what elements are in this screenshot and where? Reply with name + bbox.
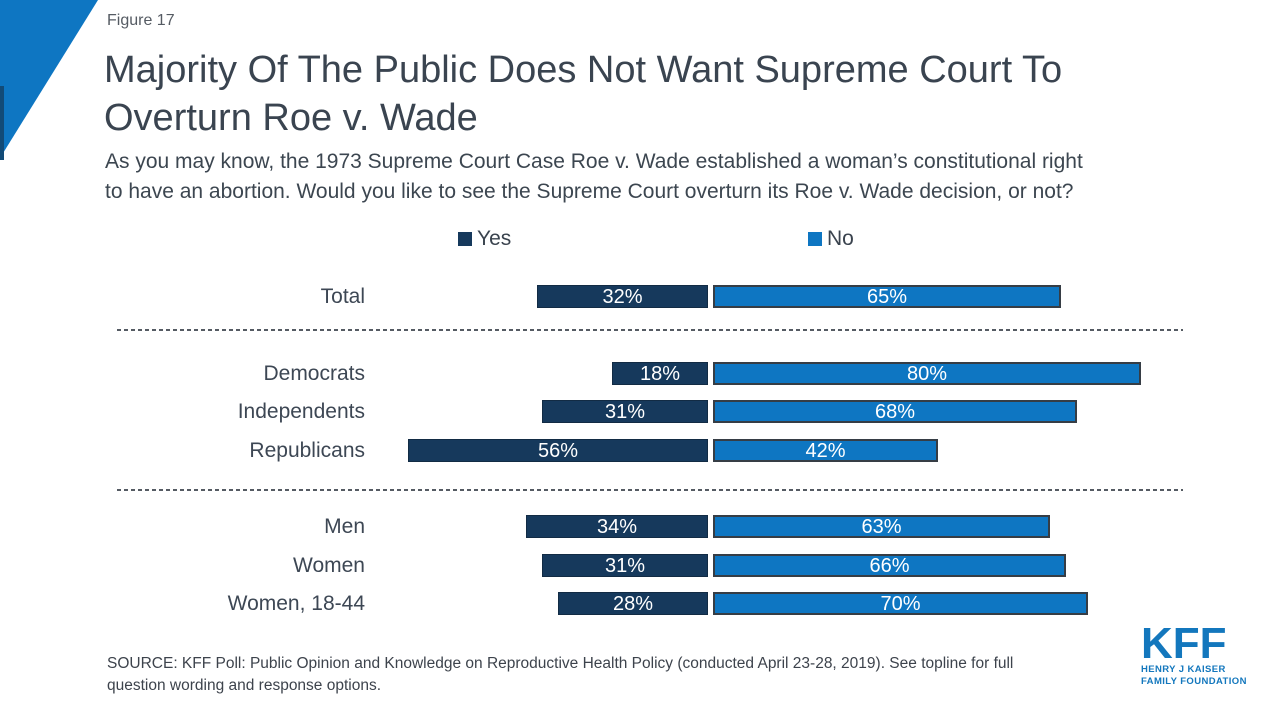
category-label: Men bbox=[324, 515, 365, 538]
yes-bar-value: 31% bbox=[604, 554, 646, 577]
page-title-line1: Majority Of The Public Does Not Want Sup… bbox=[104, 49, 1063, 91]
kff-logo-acronym: KFF bbox=[1141, 619, 1227, 668]
chart-subtitle-line1: As you may know, the 1973 Supreme Court … bbox=[105, 150, 1083, 173]
kff-logo-name-line2: FAMILY FOUNDATION bbox=[1141, 676, 1247, 687]
yes-zone: 56% bbox=[365, 439, 708, 462]
chart-row: Republicans 56% 42% bbox=[100, 439, 1190, 462]
chart-row: Total 32% 65% bbox=[100, 285, 1190, 308]
no-bar: 63% bbox=[713, 515, 1050, 538]
yes-bar: 34% bbox=[526, 515, 708, 538]
yes-zone: 32% bbox=[365, 285, 708, 308]
kff-corner-triangle bbox=[0, 0, 98, 158]
legend-yes-swatch-icon bbox=[458, 232, 472, 246]
no-bar-value: 66% bbox=[869, 554, 910, 577]
category-label: Women, 18-44 bbox=[227, 592, 365, 615]
no-bar: 80% bbox=[713, 362, 1141, 385]
source-note-line1: SOURCE: KFF Poll: Public Opinion and Kno… bbox=[107, 655, 1014, 672]
no-bar-value: 42% bbox=[805, 439, 846, 462]
category-label: Democrats bbox=[263, 362, 365, 385]
legend-yes-label: Yes bbox=[477, 227, 512, 250]
no-zone: 65% bbox=[708, 285, 1190, 308]
yes-bar: 32% bbox=[537, 285, 708, 308]
yes-bar-value: 34% bbox=[596, 515, 638, 538]
yes-bar: 31% bbox=[542, 554, 708, 577]
chart-row: Democrats 18% 80% bbox=[100, 362, 1190, 385]
yes-bar: 28% bbox=[558, 592, 708, 615]
category-label: Republicans bbox=[249, 439, 365, 462]
no-bar-value: 68% bbox=[874, 400, 916, 423]
page-title-line2: Overturn Roe v. Wade bbox=[104, 97, 478, 139]
kff-logo-name-line1: HENRY J KAISER bbox=[1141, 664, 1226, 675]
yes-bar-value: 28% bbox=[612, 592, 654, 615]
no-zone: 80% bbox=[708, 362, 1190, 385]
no-bar: 70% bbox=[713, 592, 1088, 615]
legend-no-swatch-icon bbox=[808, 232, 822, 246]
yes-zone: 18% bbox=[365, 362, 708, 385]
no-bar: 68% bbox=[713, 400, 1077, 423]
yes-bar: 31% bbox=[542, 400, 708, 423]
no-bar-value: 70% bbox=[880, 592, 921, 615]
source-note: SOURCE: KFF Poll: Public Opinion and Kno… bbox=[107, 653, 1087, 697]
no-bar-value: 65% bbox=[866, 285, 908, 308]
chart-row: Women, 18-44 28% 70% bbox=[100, 592, 1190, 615]
source-note-line2: question wording and response options. bbox=[107, 677, 382, 694]
yes-bar: 56% bbox=[408, 439, 708, 462]
kff-corner-sliver bbox=[0, 86, 4, 160]
chart-subtitle: As you may know, the 1973 Supreme Court … bbox=[105, 147, 1225, 207]
no-zone: 63% bbox=[708, 515, 1190, 538]
no-zone: 70% bbox=[708, 592, 1190, 615]
category-label: Total bbox=[320, 285, 365, 308]
yes-bar-value: 32% bbox=[602, 285, 643, 308]
chart-row: Independents 31% 68% bbox=[100, 400, 1190, 423]
yes-zone: 28% bbox=[365, 592, 708, 615]
chart-subtitle-line2: to have an abortion. Would you like to s… bbox=[105, 180, 1074, 203]
group-divider-dashed bbox=[117, 489, 1183, 491]
legend-item-no: No bbox=[808, 227, 854, 251]
no-zone: 42% bbox=[708, 439, 1190, 462]
yes-bar-value: 18% bbox=[639, 362, 681, 385]
no-bar: 42% bbox=[713, 439, 938, 462]
chart-row: Men 34% 63% bbox=[100, 515, 1190, 538]
no-bar-value: 80% bbox=[906, 362, 948, 385]
chart-row: Women 31% 66% bbox=[100, 554, 1190, 577]
page-title: Majority Of The Public Does Not Want Sup… bbox=[104, 46, 1214, 142]
legend-item-yes: Yes bbox=[458, 227, 511, 251]
category-label: Independents bbox=[237, 400, 365, 423]
no-bar: 65% bbox=[713, 285, 1061, 308]
kff-logo-name: HENRY J KAISER FAMILY FOUNDATION bbox=[1141, 664, 1247, 688]
kff-logo: KFF HENRY J KAISER FAMILY FOUNDATION bbox=[1141, 619, 1247, 688]
yes-zone: 31% bbox=[365, 554, 708, 577]
figure-label: Figure 17 bbox=[107, 12, 175, 29]
no-bar: 66% bbox=[713, 554, 1066, 577]
group-divider-dashed bbox=[117, 329, 1183, 331]
yes-bar: 18% bbox=[612, 362, 708, 385]
yes-bar-value: 56% bbox=[537, 439, 579, 462]
category-label: Women bbox=[293, 554, 365, 577]
yes-zone: 34% bbox=[365, 515, 708, 538]
no-zone: 66% bbox=[708, 554, 1190, 577]
yes-bar-value: 31% bbox=[604, 400, 646, 423]
no-bar-value: 63% bbox=[861, 515, 902, 538]
legend-no-label: No bbox=[827, 227, 854, 250]
yes-zone: 31% bbox=[365, 400, 708, 423]
no-zone: 68% bbox=[708, 400, 1190, 423]
